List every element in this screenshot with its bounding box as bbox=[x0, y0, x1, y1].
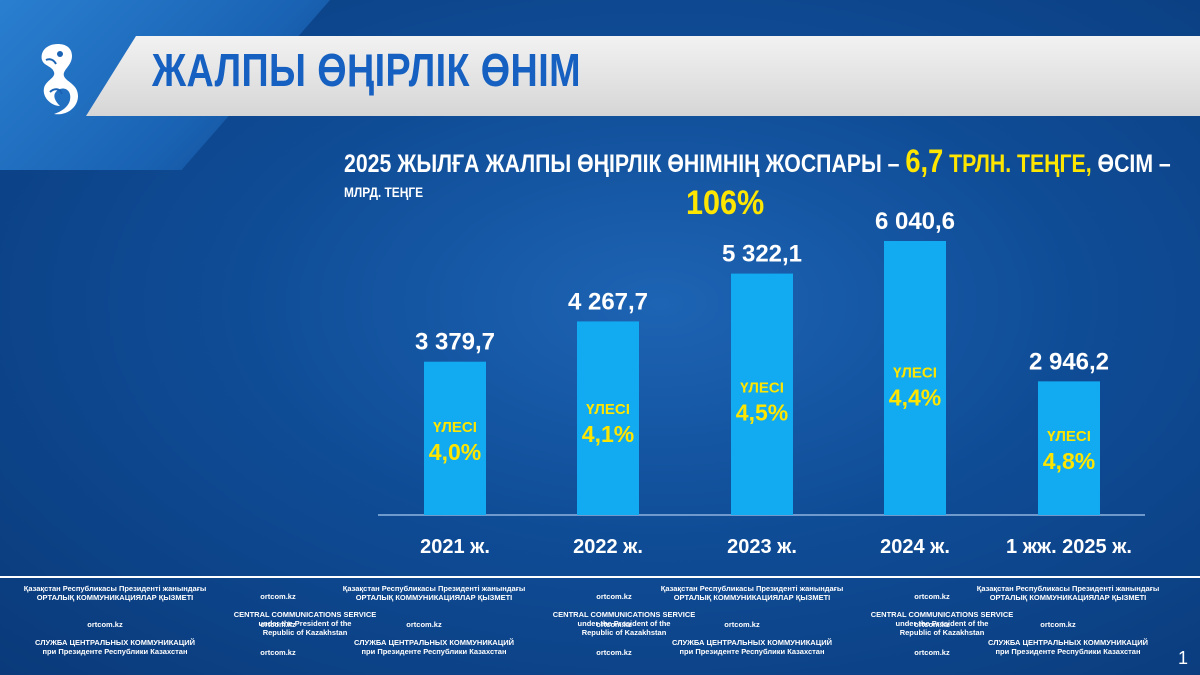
footer-org-block: Қазақстан Республикасы Президенті жанынд… bbox=[652, 584, 852, 666]
footer-org-en: CENTRAL COMMUNICATIONS SERVICE under the … bbox=[870, 610, 1014, 637]
footer-org-kz: Қазақстан Республикасы Президенті жанынд… bbox=[23, 584, 207, 602]
footer-site-link[interactable]: ortcom.kz bbox=[724, 620, 760, 629]
footer-site-link[interactable]: ortcom.kz bbox=[406, 620, 442, 629]
plan-unit: ТРЛН. ТЕҢГЕ, bbox=[943, 150, 1092, 178]
page-title: ЖАЛПЫ ӨҢІРЛІК ӨНІМ bbox=[152, 44, 581, 96]
bar bbox=[424, 361, 486, 515]
footer-org-block: Қазақстан Республикасы Президенті жанынд… bbox=[15, 584, 215, 666]
footer-org-kz: Қазақстан Республикасы Президенті жанынд… bbox=[342, 584, 526, 602]
footer-org-ru: СЛУЖБА ЦЕНТРАЛЬНЫХ КОММУНИКАЦИЙ при Прези… bbox=[34, 638, 195, 656]
bar bbox=[731, 273, 793, 515]
share-label: ҮЛЕСІ bbox=[893, 365, 937, 382]
footer-org-kz: Қазақстан Республикасы Президенті жанынд… bbox=[660, 584, 844, 602]
category-label: 1 жж. 2025 ж. bbox=[1006, 536, 1132, 558]
footer-org-ru: СЛУЖБА ЦЕНТРАЛЬНЫХ КОММУНИКАЦИЙ при Прези… bbox=[671, 638, 832, 656]
footer-org-en: CENTRAL COMMUNICATIONS SERVICE under the … bbox=[552, 610, 696, 637]
data-label: 5 322,1 bbox=[722, 241, 802, 268]
footer-site-link[interactable]: ortcom.kz bbox=[596, 648, 632, 657]
subtitle-text: 2025 ЖЫЛҒА ЖАЛПЫ ӨҢІРЛІК ӨНІМНІҢ ЖОСПАРЫ… bbox=[344, 150, 906, 178]
footer-org-en: CENTRAL COMMUNICATIONS SERVICE under the … bbox=[233, 610, 377, 637]
footer-site-link[interactable]: ortcom.kz bbox=[260, 648, 296, 657]
share-value: 4,0% bbox=[429, 439, 481, 465]
footer-site-link[interactable]: ortcom.kz bbox=[914, 648, 950, 657]
share-label: ҮЛЕСІ bbox=[740, 379, 784, 396]
bar bbox=[1038, 381, 1100, 515]
title-banner bbox=[86, 36, 1200, 116]
category-label: 2023 ж. bbox=[727, 536, 797, 558]
data-label: 4 267,7 bbox=[568, 288, 648, 315]
chart-subtitle: 2025 ЖЫЛҒА ЖАЛПЫ ӨҢІРЛІК ӨНІМНІҢ ЖОСПАРЫ… bbox=[344, 143, 1171, 180]
plan-value: 6,7 bbox=[905, 143, 944, 179]
data-label: 3 379,7 bbox=[415, 329, 495, 356]
data-label: 2 946,2 bbox=[1029, 348, 1109, 375]
share-value: 4,8% bbox=[1043, 448, 1095, 474]
footer-site-link[interactable]: ortcom.kz bbox=[914, 592, 950, 601]
footer-org-ru: СЛУЖБА ЦЕНТРАЛЬНЫХ КОММУНИКАЦИЙ при Прези… bbox=[987, 638, 1148, 656]
category-label: 2022 ж. bbox=[573, 536, 643, 558]
snow-leopard-logo-icon bbox=[41, 44, 78, 115]
share-value: 4,5% bbox=[736, 399, 788, 425]
footer-site-link[interactable]: ortcom.kz bbox=[596, 620, 632, 629]
footer-org-block: Қазақстан Республикасы Президенті жанынд… bbox=[334, 584, 534, 666]
share-value: 4,4% bbox=[889, 385, 941, 411]
share-label: ҮЛЕСІ bbox=[433, 419, 477, 436]
footer-site-link[interactable]: ortcom.kz bbox=[260, 620, 296, 629]
share-label: ҮЛЕСІ bbox=[1047, 428, 1091, 445]
subtitle-growth-label: ӨСІМ – bbox=[1091, 150, 1171, 178]
unit-label: МЛРД. ТЕҢГЕ bbox=[344, 184, 424, 200]
footer: Қазақстан Республикасы Президенті жанынд… bbox=[0, 580, 1200, 675]
growth-value: 106% bbox=[686, 184, 765, 222]
footer-site-link[interactable]: ortcom.kz bbox=[87, 620, 123, 629]
footer-site-link[interactable]: ortcom.kz bbox=[1040, 620, 1076, 629]
bar bbox=[577, 321, 639, 515]
share-label: ҮЛЕСІ bbox=[586, 401, 630, 418]
category-label: 2021 ж. bbox=[420, 536, 490, 558]
bar bbox=[884, 241, 946, 515]
share-value: 4,1% bbox=[582, 421, 634, 447]
footer-org-block: Қазақстан Республикасы Президенті жанынд… bbox=[968, 584, 1168, 666]
footer-org-ru: СЛУЖБА ЦЕНТРАЛЬНЫХ КОММУНИКАЦИЙ при Прези… bbox=[353, 638, 514, 656]
page-number: 1 bbox=[1178, 648, 1189, 668]
category-label: 2024 ж. bbox=[880, 536, 950, 558]
footer-org-kz: Қазақстан Республикасы Президенті жанынд… bbox=[976, 584, 1160, 602]
footer-site-link[interactable]: ortcom.kz bbox=[596, 592, 632, 601]
footer-site-link[interactable]: ortcom.kz bbox=[914, 620, 950, 629]
footer-divider bbox=[0, 576, 1200, 578]
footer-site-link[interactable]: ortcom.kz bbox=[260, 592, 296, 601]
data-label: 6 040,6 bbox=[875, 208, 955, 235]
